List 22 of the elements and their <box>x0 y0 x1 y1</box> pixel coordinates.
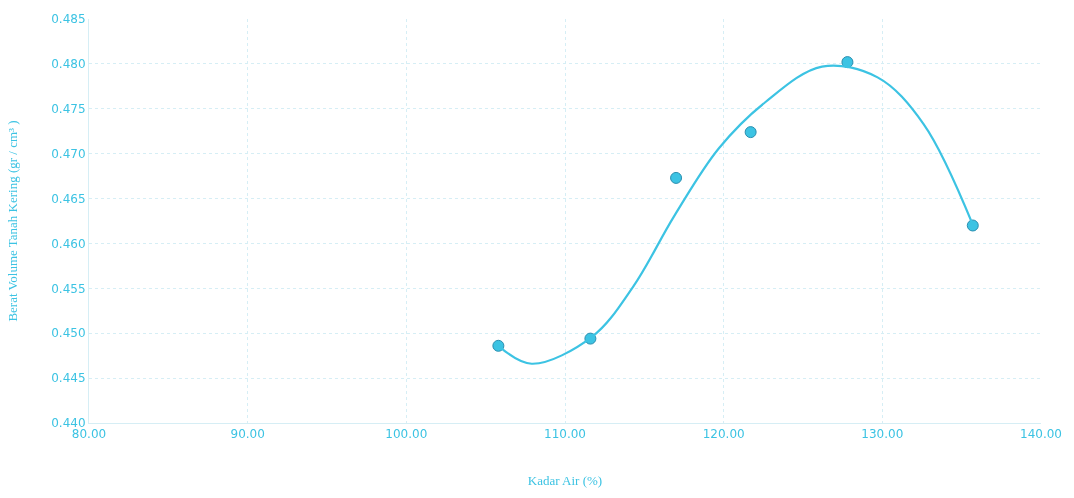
point <box>670 171 683 184</box>
y-tick-label: 0.475 <box>51 101 86 116</box>
y-tick-label: 0.455 <box>51 281 86 296</box>
x-tick-label: 120.00 <box>702 427 745 442</box>
point <box>744 126 757 139</box>
y-tick-label: 0.460 <box>51 236 86 251</box>
x-tick-label: 90.00 <box>230 427 265 442</box>
y-tick-label: 0.445 <box>51 371 86 386</box>
y-axis-title: Berat Volume Tanah Kering (gr / cm³ ) <box>5 120 21 322</box>
y-tick-label: 0.480 <box>51 57 86 72</box>
x-tick-label: 100.00 <box>385 427 428 442</box>
x-tick-label: 110.00 <box>544 427 586 442</box>
y-tick-label: 0.470 <box>51 146 86 161</box>
point <box>492 339 505 352</box>
x-tick-label: 140.00 <box>1020 427 1062 442</box>
x-tick-label: 80.00 <box>71 427 107 442</box>
x-tick-label: 130.00 <box>861 427 904 442</box>
y-tick-label: 0.450 <box>51 326 86 341</box>
point <box>966 219 979 232</box>
y-tick-label: 0.465 <box>51 191 86 206</box>
x-axis-title: Kadar Air (%) <box>527 473 603 488</box>
y-tick-label: 0.485 <box>51 12 86 27</box>
